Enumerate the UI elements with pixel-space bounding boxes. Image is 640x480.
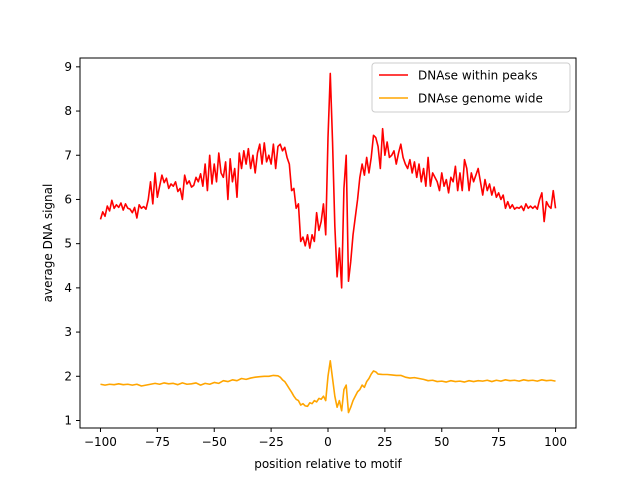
x-tick-label: −100 [84,435,117,449]
x-axis: −100 −75 −50 −25 0 25 50 75 100 [84,428,567,449]
legend-label-1: DNAse within peaks [418,69,538,83]
y-tick-label: 7 [64,148,72,162]
y-tick-label: 8 [64,104,72,118]
x-axis-label: position relative to motif [254,457,402,471]
y-tick-label: 4 [64,281,72,295]
series-line-2 [100,360,556,414]
x-tick-label: −75 [145,435,170,449]
legend-box [371,62,571,113]
x-tick-label: 50 [434,435,449,449]
x-tick-label: −50 [202,435,227,449]
x-tick-label: 75 [491,435,506,449]
series-line-1 [99,72,557,289]
y-tick-label: 1 [64,413,72,427]
y-axis: 1 2 3 4 5 6 7 8 9 [64,60,80,427]
x-tick-label: 0 [324,435,332,449]
y-tick-label: 9 [64,60,72,74]
legend-label-2: DNAse genome wide [418,92,543,106]
legend: DNAse within peaks DNAse genome wide [371,62,571,113]
y-tick-label: 3 [64,325,72,339]
y-tick-label: 6 [64,192,72,206]
x-tick-label: 25 [377,435,392,449]
y-axis-label: average DNA signal [41,184,55,303]
y-tick-label: 2 [64,369,72,383]
series-layer [99,72,557,414]
x-tick-label: 100 [544,435,567,449]
x-tick-label: −25 [258,435,283,449]
y-tick-label: 5 [64,237,72,251]
plot-frame [79,57,577,429]
